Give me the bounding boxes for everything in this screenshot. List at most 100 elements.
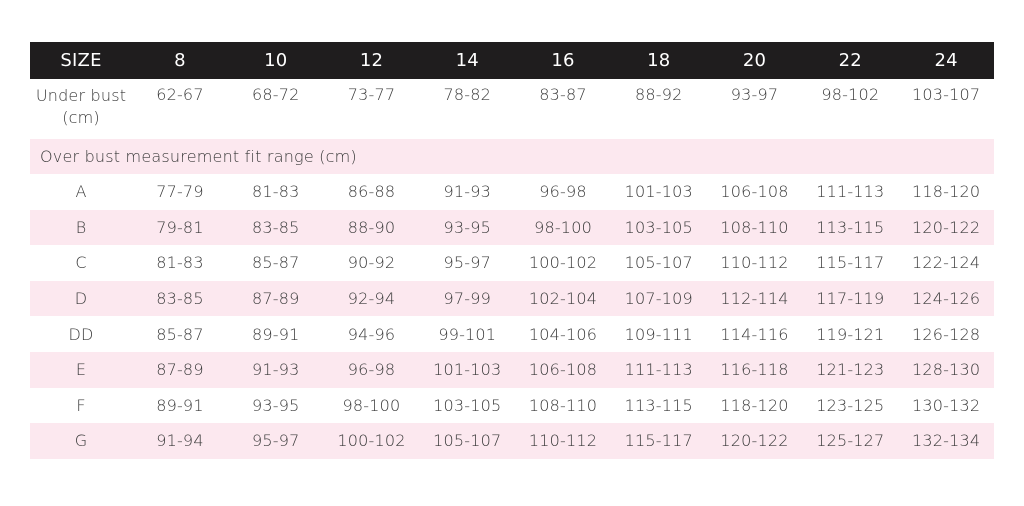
cup-measurement-cell: 89-91 [251, 324, 300, 344]
overbust-section-label: Over bust measurement fit range (cm) [30, 139, 994, 174]
cup-measurement-cell: 100-102 [323, 423, 420, 459]
size-header-cell: 10 [227, 42, 324, 79]
cup-measurement-cell: 77-79 [156, 182, 204, 202]
size-header-cell: 22 [802, 42, 899, 79]
underbust-cell: 62-67 [156, 85, 204, 104]
cup-measurement-cell: 108-110 [706, 209, 803, 246]
cup-measurement-cell: 98-100 [342, 395, 401, 415]
cup-measurement-cell: 108-110 [528, 395, 598, 415]
cup-label: G [30, 423, 133, 459]
cup-row: A 77-79 81-83 86-88 91-93 96-98 101-103 106-108… [30, 174, 994, 210]
cup-measurement-cell: 119-121 [816, 324, 885, 344]
size-header-label: SIZE [30, 42, 133, 79]
cup-measurement-cell: 116-118 [706, 351, 803, 388]
size-header-cell: 20 [706, 42, 803, 79]
cup-measurement-cell: 83-85 [227, 209, 324, 246]
underbust-cell: 103-107 [911, 85, 981, 104]
cup-measurement-cell: 115-117 [610, 423, 707, 459]
cup-measurement-cell: 95-97 [227, 423, 324, 459]
cup-measurement-cell: 100-102 [528, 253, 598, 273]
cup-measurement-cell: 132-134 [898, 423, 994, 459]
cup-measurement-cell: 115-117 [816, 253, 885, 273]
underbust-label: Under bust (cm) [35, 86, 127, 127]
cup-measurement-cell: 121-123 [802, 351, 899, 388]
size-header-cell: 14 [419, 42, 516, 79]
size-header-cell: 18 [610, 42, 707, 79]
underbust-cell: 93-97 [730, 85, 779, 104]
cup-measurement-cell: 86-88 [347, 182, 396, 202]
cup-label: B [30, 209, 133, 246]
cup-measurement-cell: 106-108 [720, 182, 789, 202]
cup-measurement-cell: 91-94 [132, 423, 228, 459]
cup-measurement-cell: 81-83 [251, 182, 300, 202]
cup-measurement-cell: 94-96 [347, 324, 396, 344]
cup-measurement-cell: 120-122 [898, 209, 994, 246]
cup-measurement-cell: 87-89 [227, 280, 324, 317]
size-header-cell: 24 [898, 42, 994, 79]
cup-measurement-cell: 113-115 [802, 209, 899, 246]
size-header-cell: 16 [515, 42, 611, 79]
cup-measurement-cell: 96-98 [539, 182, 587, 202]
cup-row: D 83-85 87-89 92-94 97-99 102-104 107-109 112-1… [30, 280, 994, 317]
cup-measurement-cell: 113-115 [624, 395, 693, 415]
cup-measurement-cell: 109-111 [624, 324, 693, 344]
cup-measurement-cell: 111-113 [610, 351, 707, 388]
cup-measurement-cell: 103-105 [610, 209, 707, 246]
cup-row: E 87-89 91-93 96-98 101-103 106-108 111-113 116… [30, 351, 994, 388]
cup-measurement-cell: 81-83 [156, 253, 204, 273]
underbust-cell: 78-82 [443, 85, 491, 104]
size-header-row: SIZE 8 10 12 14 16 18 20 22 24 [30, 42, 994, 79]
cup-measurement-cell: 90-92 [347, 253, 396, 273]
cup-label: C [75, 253, 87, 273]
cup-measurement-cell: 110-112 [720, 253, 789, 273]
cup-measurement-cell: 105-107 [624, 253, 693, 273]
size-header-cell: 8 [132, 42, 228, 79]
cup-measurement-cell: 98-100 [515, 209, 611, 246]
cup-row: C 81-83 85-87 90-92 95-97 100-102 105-107 110-1… [30, 245, 994, 281]
cup-measurement-cell: 87-89 [132, 351, 228, 388]
cup-label: F [76, 395, 86, 415]
cup-measurement-cell: 85-87 [251, 253, 300, 273]
cup-measurement-cell: 89-91 [156, 395, 204, 415]
cup-measurement-cell: 124-126 [898, 280, 994, 317]
cup-measurement-cell: 85-87 [156, 324, 204, 344]
cup-measurement-cell: 107-109 [610, 280, 707, 317]
cup-label: DD [68, 324, 94, 344]
cup-measurement-cell: 122-124 [911, 253, 981, 273]
cup-measurement-cell: 114-116 [720, 324, 789, 344]
underbust-row: Under bust (cm) 62-67 68-72 73-77 78-82 … [30, 79, 994, 139]
cup-measurement-cell: 93-95 [419, 209, 516, 246]
cup-measurement-cell: 101-103 [419, 351, 516, 388]
cup-measurement-cell: 104-106 [528, 324, 598, 344]
cup-label: E [30, 351, 133, 388]
cup-measurement-cell: 101-103 [624, 182, 693, 202]
cup-measurement-cell: 111-113 [816, 182, 885, 202]
cup-measurement-cell: 128-130 [898, 351, 994, 388]
size-header-cell: 12 [323, 42, 420, 79]
underbust-cell: 88-92 [635, 85, 683, 104]
cup-measurement-cell: 126-128 [911, 324, 981, 344]
overbust-section-row: Over bust measurement fit range (cm) [30, 139, 994, 174]
cup-measurement-cell: 91-93 [443, 182, 491, 202]
cup-row: F 89-91 93-95 98-100 103-105 108-110 113-115 11… [30, 388, 994, 424]
cup-measurement-cell: 105-107 [419, 423, 516, 459]
underbust-cell: 83-87 [539, 85, 587, 104]
cup-measurement-cell: 123-125 [816, 395, 885, 415]
cup-row: B 79-81 83-85 88-90 93-95 98-100 103-105 108-11… [30, 209, 994, 246]
cup-measurement-cell: 95-97 [443, 253, 491, 273]
cup-measurement-cell: 106-108 [515, 351, 611, 388]
cup-measurement-cell: 83-85 [132, 280, 228, 317]
cup-measurement-cell: 117-119 [802, 280, 899, 317]
cup-measurement-cell: 120-122 [706, 423, 803, 459]
cup-measurement-cell: 79-81 [132, 209, 228, 246]
cup-measurement-cell: 99-101 [438, 324, 497, 344]
cup-measurement-cell: 88-90 [323, 209, 420, 246]
cup-measurement-cell: 103-105 [433, 395, 502, 415]
cup-measurement-cell: 92-94 [323, 280, 420, 317]
cup-measurement-cell: 118-120 [720, 395, 789, 415]
cup-label: A [75, 182, 87, 202]
cup-measurement-cell: 96-98 [323, 351, 420, 388]
underbust-cell: 98-102 [821, 85, 880, 104]
cup-row: G 91-94 95-97 100-102 105-107 110-112 115-117 1… [30, 423, 994, 459]
cup-measurement-cell: 130-132 [911, 395, 981, 415]
